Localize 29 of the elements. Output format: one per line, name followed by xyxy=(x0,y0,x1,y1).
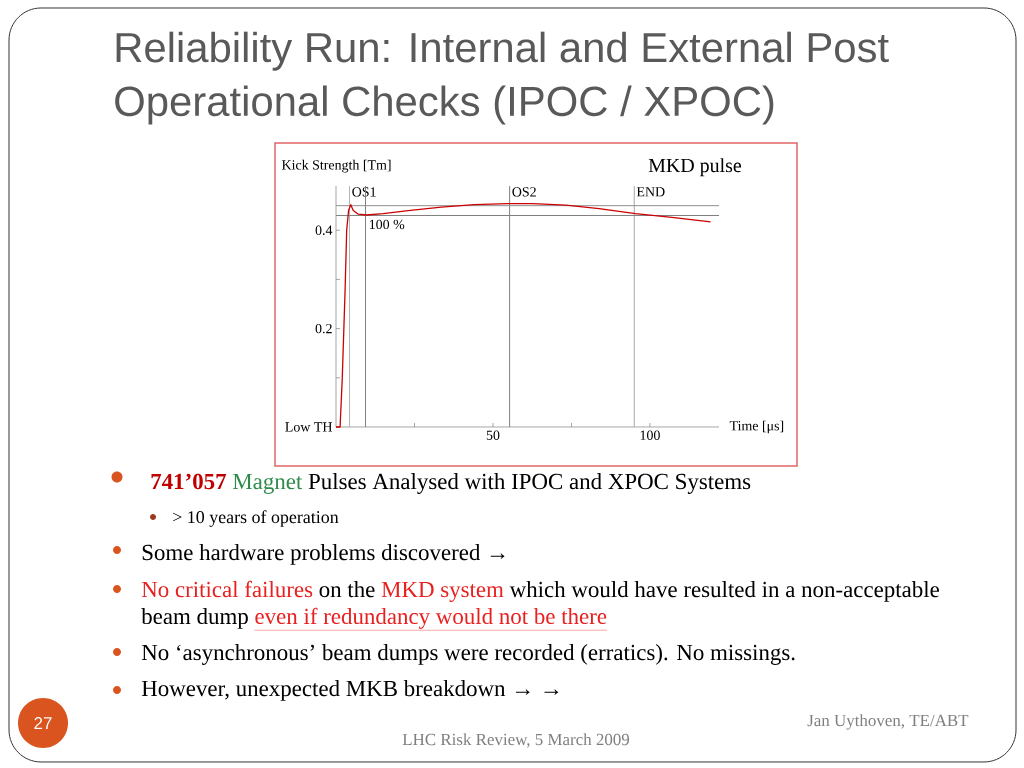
text: Some hardware problems discovered → xyxy=(142,544,505,565)
ref-line-label: OS1 xyxy=(352,187,376,197)
text: 27 xyxy=(34,717,52,729)
y-tick-label: Low TH xyxy=(285,422,333,432)
text: Pulses Analysed with IPOC and XPOC Systems xyxy=(308,473,751,494)
text: Magnet xyxy=(232,473,303,494)
x-tick-label: 100 xyxy=(640,430,660,440)
y-axis-title: Kick Strength [Tm] xyxy=(281,159,391,173)
text: MKD system xyxy=(381,581,504,602)
annotation: 100 % xyxy=(369,219,405,230)
text: LHC Risk Review, 5 March 2009 xyxy=(402,733,630,748)
text: No critical failures xyxy=(141,580,313,598)
text: No ‘asynchronous’ beam dumps were recorded (erratics). No missings. xyxy=(141,644,795,665)
y-tick-label: 0.2 xyxy=(315,323,332,334)
text: on the xyxy=(319,581,375,598)
text: which would have resulted in a non-acceptable xyxy=(509,581,939,602)
ref-line-label: OS2 xyxy=(512,187,536,197)
x-axis-title: Time [μs] xyxy=(729,420,784,434)
ref-line-label: END xyxy=(636,187,665,197)
chart-title: Reliability Run: Internal and External Post Operational Checks (IPOC / XPOC) xyxy=(115,31,889,125)
text: 741’057 xyxy=(151,473,227,490)
x-tick-label: 50 xyxy=(486,430,500,440)
text: even if redundancy would not be there xyxy=(255,607,607,629)
text: beam dump xyxy=(141,607,248,629)
chart-subtitle: MKD pulse xyxy=(648,158,742,177)
text: However, unexpected MKB breakdown → → xyxy=(141,680,559,701)
text: Jan Uythoven, TE/ABT xyxy=(807,714,969,730)
y-tick-label: 0.4 xyxy=(315,225,333,235)
text: > 10 years of operation xyxy=(173,510,339,527)
